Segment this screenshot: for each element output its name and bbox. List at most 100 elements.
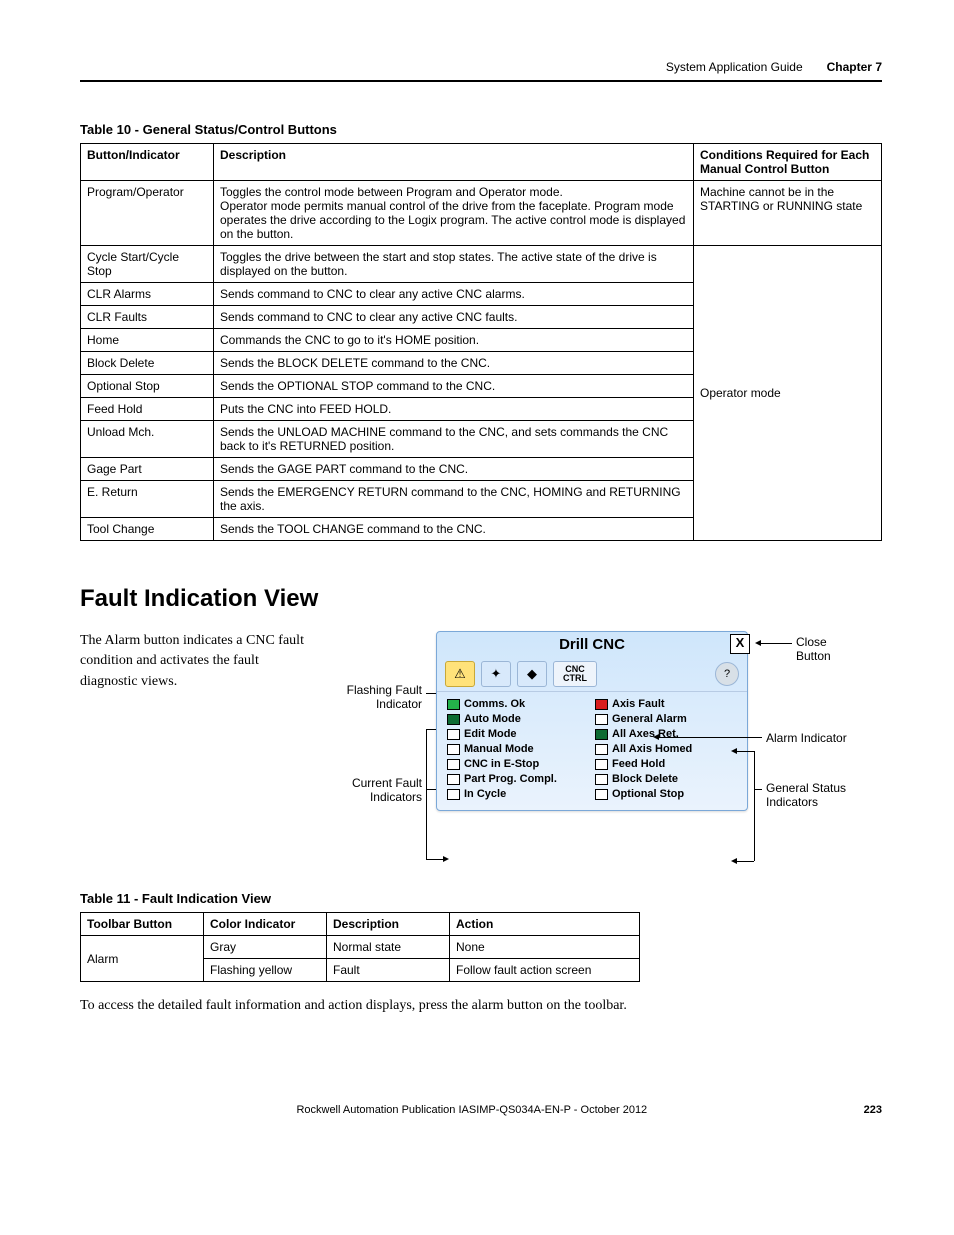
indicator-label: Part Prog. Compl. — [464, 773, 557, 785]
body-paragraph: The Alarm button indicates a CNC fault c… — [80, 631, 310, 692]
table-row-desc: Sends the OPTIONAL STOP command to the C… — [214, 375, 694, 398]
lead-gen-mid — [754, 789, 762, 790]
lead-gen-v — [754, 751, 755, 861]
header-chapter: Chapter 7 — [827, 60, 882, 74]
footer-page: 223 — [864, 1104, 882, 1116]
indicator-light — [595, 789, 608, 800]
drill-cnc-panel: Drill CNC X ⚠ ✦ ◆ CNC CTRL ? Comms. Ok Au… — [436, 631, 748, 811]
table-row-desc: Sends the BLOCK DELETE command to the CN… — [214, 352, 694, 375]
table-row-desc: Toggles the control mode between Program… — [214, 181, 694, 246]
t11-c2: Flashing yellow — [204, 959, 327, 982]
status-indicator: Manual Mode — [447, 743, 589, 755]
lead-current-bot — [426, 859, 444, 860]
status-indicator: All Axes Ret. — [595, 728, 737, 740]
table10-h1: Button/Indicator — [81, 144, 214, 181]
callout-close: Close Button — [796, 635, 831, 664]
indicator-light — [447, 774, 460, 785]
callout-flashing: Flashing Fault Indicator — [322, 683, 422, 712]
t11-h1: Toolbar Button — [81, 913, 204, 936]
table-row-desc: Sends the UNLOAD MACHINE command to the … — [214, 421, 694, 458]
cnc-ctrl-button[interactable]: CNC CTRL — [553, 661, 597, 687]
alarm-icon[interactable]: ⚠ — [445, 661, 475, 687]
table-row-label: E. Return — [81, 481, 214, 518]
fault-diagram: Flashing Fault Indicator Current Fault I… — [326, 631, 882, 881]
indicator-label: Feed Hold — [612, 758, 665, 770]
lead-close — [760, 643, 792, 644]
status-indicator: Axis Fault — [595, 698, 737, 710]
table-row-desc: Commands the CNC to go to it's HOME posi… — [214, 329, 694, 352]
status-indicator: In Cycle — [447, 788, 589, 800]
t11-c3: Normal state — [327, 936, 450, 959]
panel-toolbar: ⚠ ✦ ◆ CNC CTRL ? — [437, 657, 747, 692]
t11-c4: None — [450, 936, 640, 959]
indicator-light — [447, 714, 460, 725]
table10-caption: Table 10 - General Status/Control Button… — [80, 122, 882, 137]
indicator-label: Comms. Ok — [464, 698, 525, 710]
table-row-desc: Sends command to CNC to clear any active… — [214, 283, 694, 306]
callout-current: Current Fault Indicators — [322, 776, 422, 805]
arrow-icon[interactable]: ◆ — [517, 661, 547, 687]
table-row-desc: Sends the GAGE PART command to the CNC. — [214, 458, 694, 481]
status-indicator: CNC in E-Stop — [447, 758, 589, 770]
indicator-label: Axis Fault — [612, 698, 665, 710]
table-row-desc: Puts the CNC into FEED HOLD. — [214, 398, 694, 421]
t11-h4: Action — [450, 913, 640, 936]
table-row-desc: Sends the TOOL CHANGE command to the CNC… — [214, 518, 694, 541]
panel-title-text: Drill CNC — [559, 636, 625, 653]
table10: Button/Indicator Description Conditions … — [80, 143, 882, 541]
status-indicator: Optional Stop — [595, 788, 737, 800]
table-row-desc: Sends the EMERGENCY RETURN command to th… — [214, 481, 694, 518]
table-row-label: Tool Change — [81, 518, 214, 541]
table-row-label: Feed Hold — [81, 398, 214, 421]
status-indicator: Comms. Ok — [447, 698, 589, 710]
table11-body: AlarmGrayNormal stateNoneFlashing yellow… — [81, 936, 640, 982]
status-indicator: Auto Mode — [447, 713, 589, 725]
indicator-col-left: Comms. Ok Auto Mode Edit Mode Manual Mode CN… — [447, 698, 589, 800]
indicator-label: Manual Mode — [464, 743, 534, 755]
table10-h3: Conditions Required for Each Manual Cont… — [694, 144, 882, 181]
help-icon[interactable]: ? — [715, 662, 739, 686]
status-indicator: Feed Hold — [595, 758, 737, 770]
indicator-light — [595, 729, 608, 740]
indicator-label: CNC in E-Stop — [464, 758, 539, 770]
status-indicator: All Axis Homed — [595, 743, 737, 755]
table-row-label: CLR Faults — [81, 306, 214, 329]
close-button[interactable]: X — [730, 634, 750, 654]
t11-c2: Gray — [204, 936, 327, 959]
page-footer: Rockwell Automation Publication IASIMP-Q… — [80, 1074, 882, 1116]
section-title: Fault Indication View — [80, 585, 882, 613]
indicator-light — [595, 774, 608, 785]
t11-c4: Follow fault action screen — [450, 959, 640, 982]
status-indicator: Part Prog. Compl. — [447, 773, 589, 785]
indicator-light — [447, 729, 460, 740]
header-section: System Application Guide — [666, 60, 803, 74]
status-indicator: General Alarm — [595, 713, 737, 725]
indicator-light — [447, 789, 460, 800]
table-row-desc: Toggles the drive between the start and … — [214, 246, 694, 283]
indicator-label: Auto Mode — [464, 713, 521, 725]
lead-gen-top — [736, 751, 754, 752]
t11-c3: Fault — [327, 959, 450, 982]
indicator-label: Optional Stop — [612, 788, 684, 800]
t11-h3: Description — [327, 913, 450, 936]
t11-h2: Color Indicator — [204, 913, 327, 936]
lead-current-v — [426, 729, 427, 859]
indicator-label: All Axes Ret. — [612, 728, 679, 740]
indicator-light — [595, 744, 608, 755]
panel-titlebar: Drill CNC X — [437, 632, 747, 657]
indicator-light — [595, 759, 608, 770]
tool-icon[interactable]: ✦ — [481, 661, 511, 687]
table11: Toolbar Button Color Indicator Descripti… — [80, 912, 640, 982]
table11-caption: Table 11 - Fault Indication View — [80, 891, 882, 906]
table-row-desc: Sends command to CNC to clear any active… — [214, 306, 694, 329]
table10-body: Program/OperatorToggles the control mode… — [81, 181, 882, 541]
lead-alarm-ind — [658, 737, 762, 738]
status-indicator: Edit Mode — [447, 728, 589, 740]
indicator-label: All Axis Homed — [612, 743, 692, 755]
table-row-label: CLR Alarms — [81, 283, 214, 306]
indicator-col-right: Axis Fault General Alarm All Axes Ret. All … — [595, 698, 737, 800]
indicator-light — [447, 744, 460, 755]
table-row-cond: Machine cannot be in the STARTING or RUN… — [694, 181, 882, 246]
footer-pub: Rockwell Automation Publication IASIMP-Q… — [296, 1104, 647, 1116]
indicator-label: Edit Mode — [464, 728, 517, 740]
